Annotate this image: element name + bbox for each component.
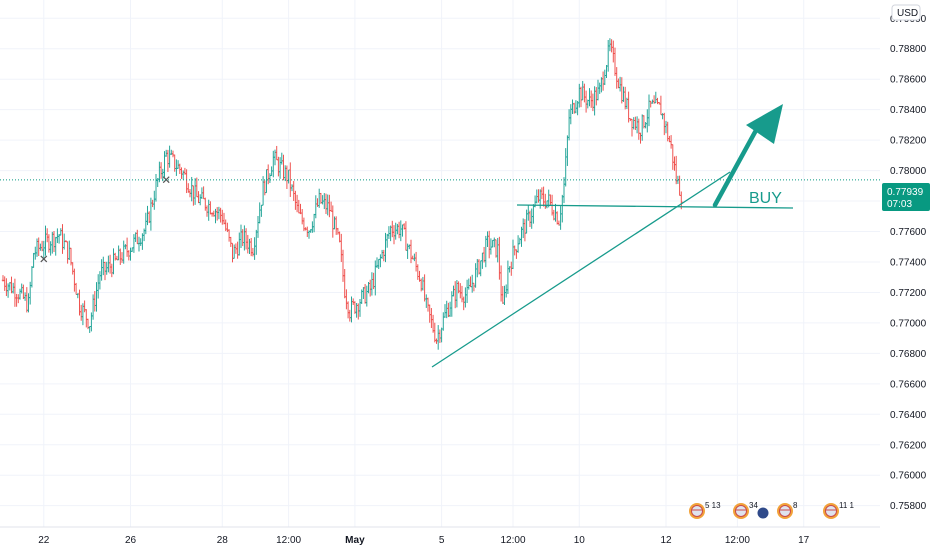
x-tick-label: 12:00 — [276, 535, 301, 546]
event-count: 34 — [749, 501, 758, 510]
x-tick-label: 12:00 — [725, 535, 750, 546]
y-tick-label: 0.76400 — [890, 410, 927, 421]
event-count: 11 1 — [839, 501, 855, 510]
y-tick-label: 0.76600 — [890, 379, 927, 390]
arrow-head-icon[interactable] — [746, 104, 783, 144]
event-flag-icon[interactable]: 11 1 — [823, 501, 855, 519]
y-tick-label: 0.78200 — [890, 136, 927, 147]
event-flag-icon[interactable]: 5 13 — [689, 501, 721, 519]
x-tick-label: 22 — [38, 535, 50, 546]
x-marker-icon[interactable] — [162, 176, 170, 184]
event-count: 8 — [793, 501, 798, 510]
y-tick-label: 0.77000 — [890, 318, 927, 329]
arrow-shaft — [712, 120, 763, 208]
y-tick-label: 0.78000 — [890, 166, 927, 177]
y-tick-label: 0.76000 — [890, 471, 927, 482]
y-tick-label: 0.76800 — [890, 349, 927, 360]
event-flag-icon[interactable]: 34 — [733, 501, 769, 519]
y-tick-label: 0.78800 — [890, 44, 927, 55]
x-tick-label: May — [345, 535, 365, 546]
candlestick-series — [1, 38, 683, 350]
y-tick-label: 0.75800 — [890, 501, 927, 512]
currency-label: USD — [897, 8, 918, 19]
y-tick-label: 0.77200 — [890, 288, 927, 299]
horizontal-support-line[interactable] — [516, 204, 794, 209]
time-axis[interactable]: 22 26 28 12:00 May 5 12:00 10 12 12:00 17 — [38, 535, 809, 546]
economic-events[interactable]: 5 13 34 8 11 1 — [689, 501, 855, 519]
x-tick-label: 12:00 — [500, 535, 525, 546]
price-tag-value: 0.77939 — [887, 187, 924, 198]
x-tick-label: 17 — [798, 535, 810, 546]
price-axis-background[interactable] — [880, 0, 932, 520]
y-tick-label: 0.76200 — [890, 440, 927, 451]
y-tick-label: 0.78400 — [890, 105, 927, 116]
x-tick-label: 10 — [574, 535, 586, 546]
currency-button[interactable]: USD — [891, 4, 921, 21]
y-tick-label: 0.77600 — [890, 227, 927, 238]
trendline[interactable] — [431, 171, 731, 368]
x-tick-label: 5 — [439, 535, 445, 546]
y-tick-label: 0.78600 — [890, 75, 927, 86]
price-tag: 0.77939 07:03 — [882, 183, 930, 211]
event-count: 5 13 — [705, 501, 721, 510]
x-tick-label: 26 — [125, 535, 137, 546]
x-marker-icon[interactable] — [40, 255, 48, 263]
grid-lines — [0, 0, 880, 527]
x-tick-label: 12 — [660, 535, 672, 546]
x-tick-label: 28 — [217, 535, 229, 546]
y-tick-label: 0.77400 — [890, 257, 927, 268]
trade-markers — [40, 176, 170, 263]
buy-label[interactable]: BUY — [749, 190, 782, 207]
event-flag-icon[interactable]: 8 — [777, 501, 798, 519]
price-tag-countdown: 07:03 — [887, 199, 912, 210]
drawings[interactable]: BUY — [431, 104, 794, 368]
